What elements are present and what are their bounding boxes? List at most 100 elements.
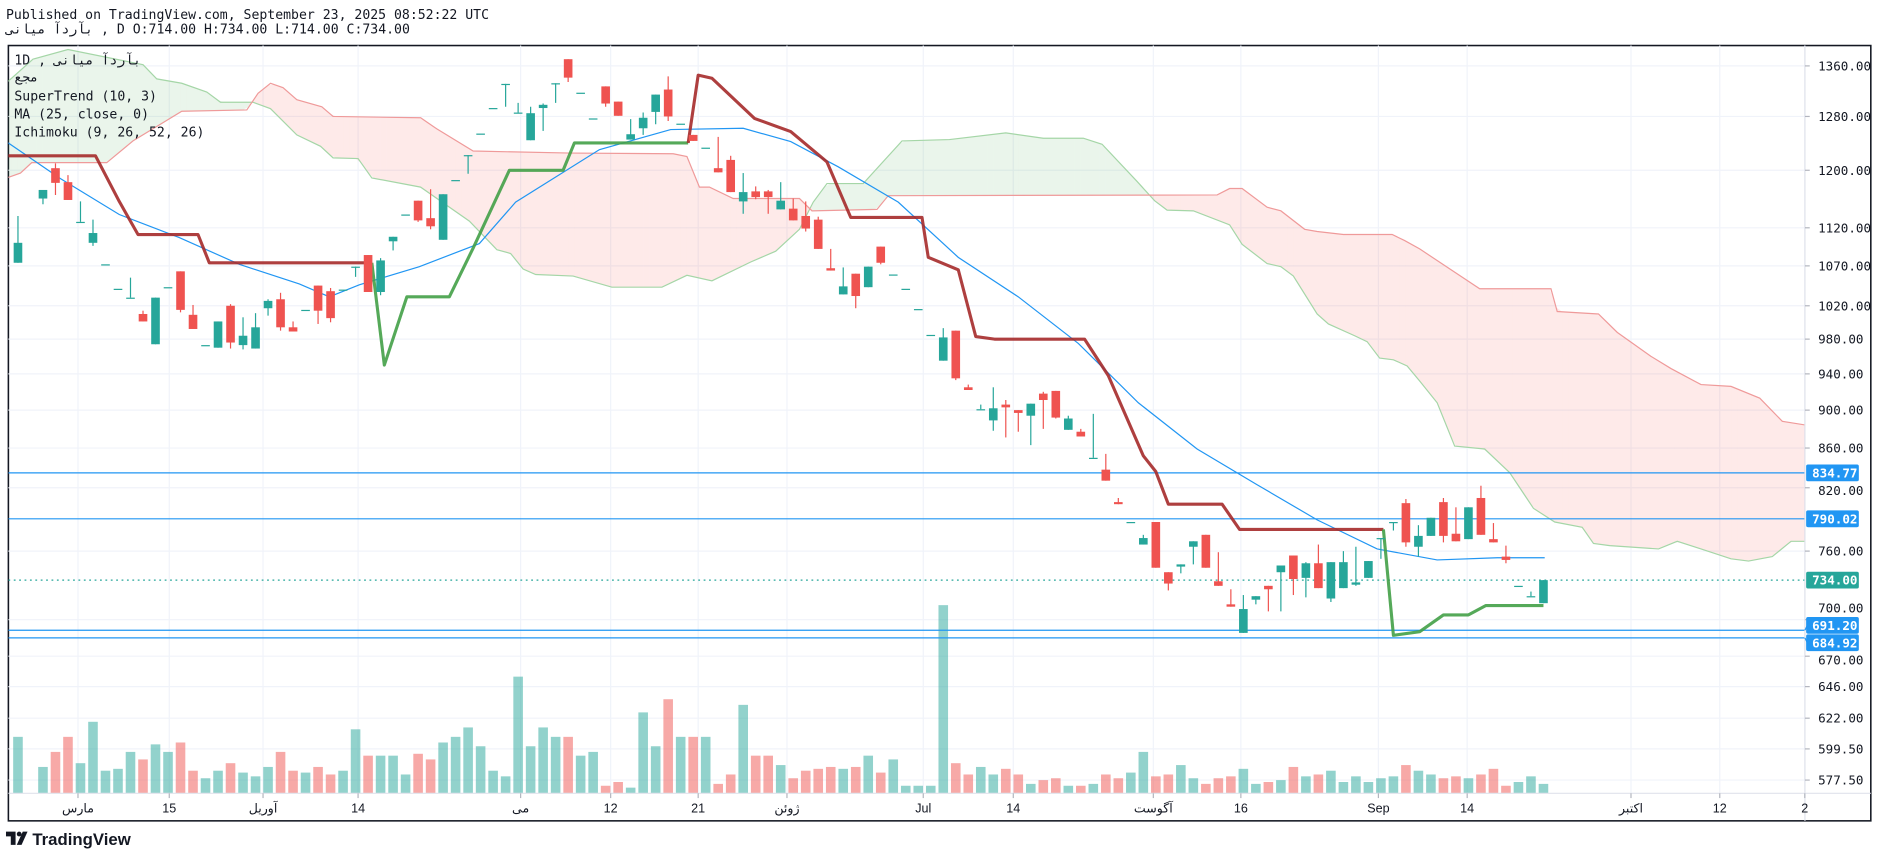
cloud-segment [1255,198,1263,260]
volume-bar [200,778,211,794]
candle-body [326,291,335,319]
cloud-segment [586,153,594,282]
cloud-segment [955,138,963,196]
cloud-segment [799,198,806,230]
candle-body [1264,585,1273,590]
candle-body [263,300,273,309]
cloud-segment [1599,315,1606,546]
cloud-segment [1124,167,1131,196]
volume-bar [550,736,561,794]
volume-bar [688,736,698,794]
cloud-segment [1774,413,1782,555]
cloud-segment [1706,384,1713,553]
candle-up [1276,565,1286,612]
header-symbol: بآردآ میانی [5,21,93,38]
y-tick-label: 1280.00 [1818,109,1871,124]
cloud-segment [280,86,287,125]
cloud-segment [937,139,944,196]
cloud-segment [1243,189,1250,251]
volume-bar [1326,770,1336,794]
cloud-segment [1687,377,1694,547]
candle-up [38,189,48,205]
x-tick-label: 14 [1006,801,1020,815]
candle-body [588,118,598,120]
volume-bar [1438,778,1449,794]
candle-up [938,328,948,361]
candle-body [301,309,310,312]
candles [13,59,1548,633]
volume-bar [625,787,636,794]
supertrend-uptrend [1381,529,1544,637]
candle-body [1164,572,1173,584]
y-tick-label: 1200.00 [1818,163,1871,178]
volume-bar [1488,768,1499,794]
cloud-segment [8,78,12,178]
candle-down [63,175,73,200]
volume-bar [1238,768,1249,794]
volume-bar [63,736,73,794]
candle-up [913,309,923,311]
candle-up [1539,580,1548,604]
y-tick-label: 760.00 [1818,544,1863,559]
cloud-segment [461,144,469,221]
candle-up [588,118,598,120]
candle-down [188,304,198,329]
cloud-segment [1037,137,1044,196]
candle-down [1164,572,1173,591]
candle-down [1076,428,1086,437]
candle-down [713,136,723,173]
volume-bar [888,759,899,794]
cloud-segment [1087,139,1094,196]
legend-supertrend[interactable]: SuperTrend (10, 3) [14,90,157,105]
last-price-badge [1806,571,1859,589]
plot-area[interactable] [0,48,1806,794]
cloud-segment [993,133,1000,196]
cloud-segment [486,151,494,246]
cloud-segment [1768,407,1775,558]
volume-bar [1101,774,1111,794]
candle-body [863,266,873,288]
volume-bar [600,785,611,794]
header-high: H:734.00 [204,23,267,38]
legend-ma[interactable]: MA (25, close, 0) [14,108,149,123]
candle-body [613,101,623,116]
volume-bar [675,736,686,794]
candle-up [551,83,560,103]
cloud-segment [1212,194,1219,221]
cloud-segment [36,56,43,163]
candle-up [301,309,310,312]
candle-down [413,200,423,222]
cloud-segment [374,117,381,180]
candle-body [51,168,60,183]
cloud-segment [1005,132,1013,196]
cloud-segment [1187,195,1194,211]
cloud-segment [1605,321,1613,546]
tradingview-logo[interactable]: TradingView [5,830,132,849]
volume-bar [188,770,198,794]
volume-bar [638,712,648,794]
cloud-segment [480,151,487,240]
cloud-segment [274,84,281,119]
candle-body [126,297,135,299]
cloud-segment [349,116,356,159]
legend-ichimoku[interactable]: Ichimoku (9, 26, 52, 26) [14,126,204,141]
cloud-segment [336,116,344,159]
cloud-segment [1799,424,1805,542]
cloud-segment [518,151,525,270]
time-axis[interactable] [8,794,1805,819]
candle-body [1189,541,1198,547]
candle-down [851,273,861,309]
candle-up [926,334,936,337]
candle-down [726,155,736,193]
cloud-segment [1368,234,1375,352]
candle-up [526,106,535,141]
candle-up [338,289,348,291]
cloud-segment [643,153,650,288]
candle-body [926,334,936,337]
published-info: Published on TradingView.com, September … [6,8,489,23]
cloud-segment [236,102,244,111]
cloud-segment [305,102,312,143]
cloud-segment [174,81,181,116]
cloud-segment [711,188,719,281]
